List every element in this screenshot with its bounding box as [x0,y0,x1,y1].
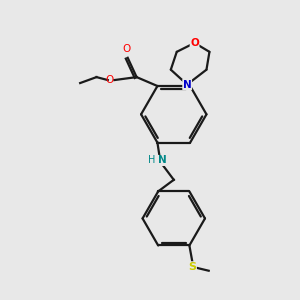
Text: N: N [158,155,166,166]
Text: O: O [122,44,130,54]
Text: O: O [190,38,199,48]
Text: N: N [183,80,191,89]
Text: S: S [188,262,196,272]
Text: O: O [106,75,114,85]
Text: H: H [148,155,156,166]
